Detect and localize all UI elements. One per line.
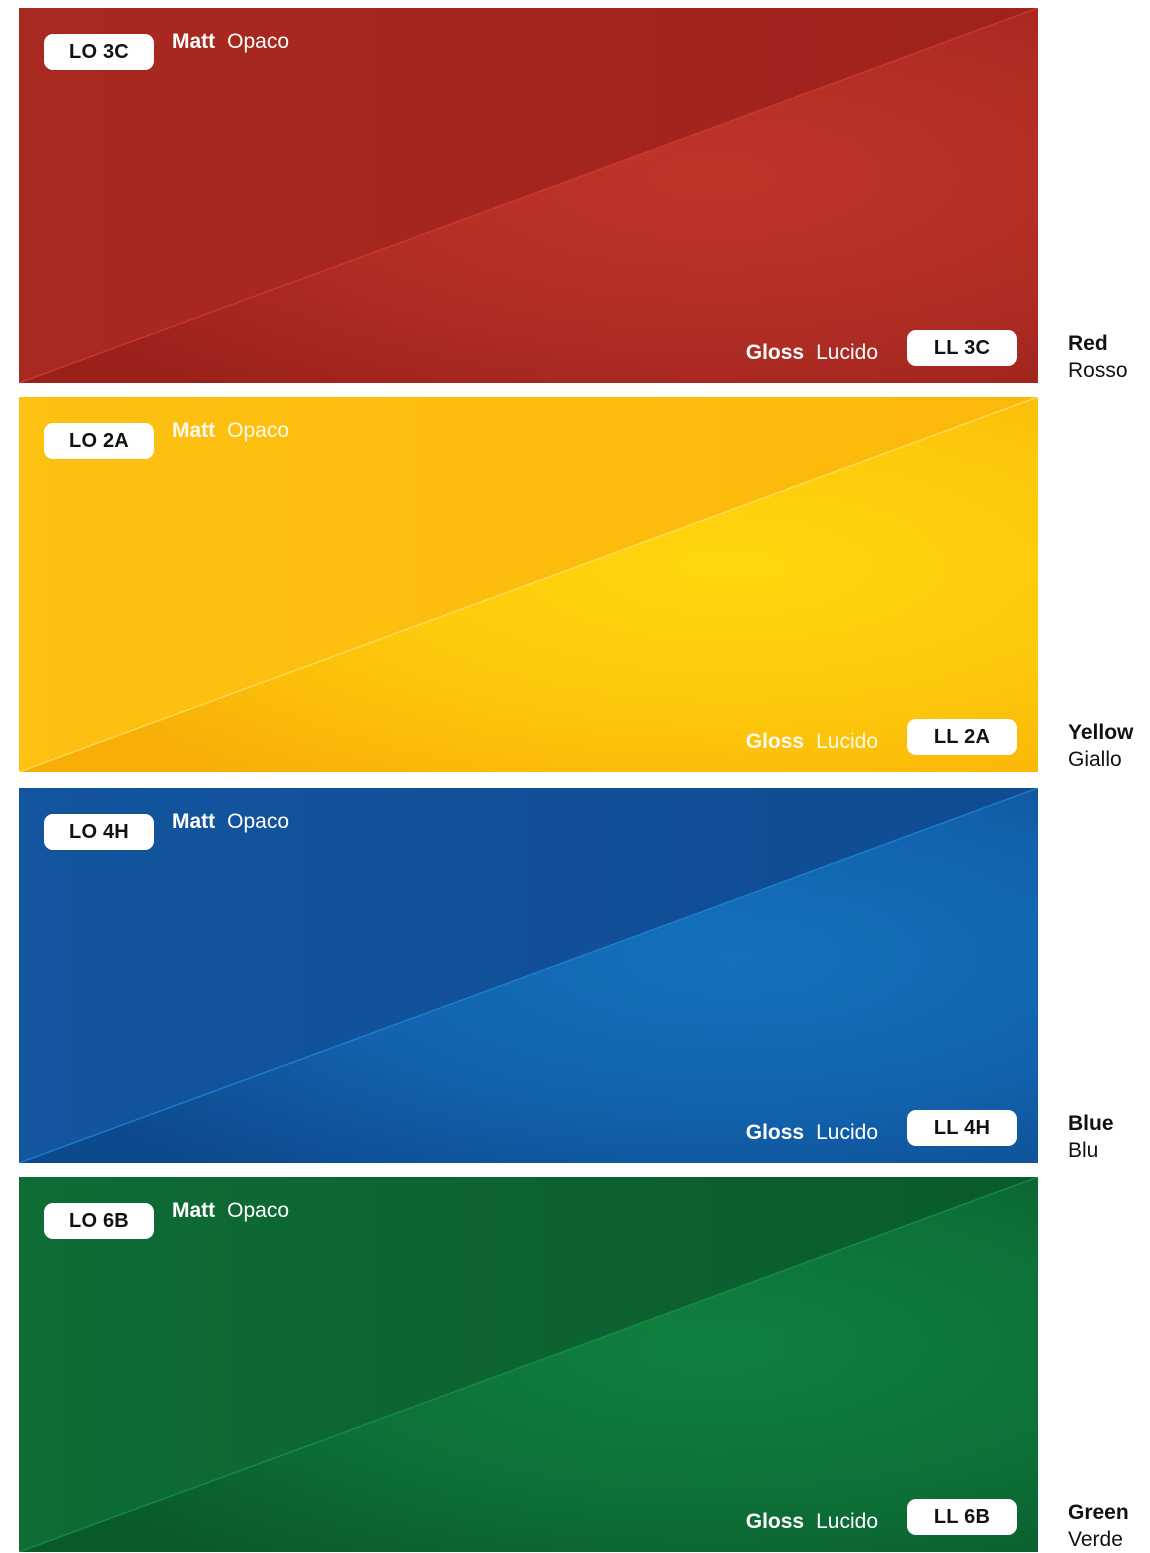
swatch-panel-blue: [19, 788, 1038, 1163]
color-name-it: Verde: [1068, 1528, 1123, 1551]
color-name-it: Giallo: [1068, 748, 1122, 771]
gloss-finish-label: Gloss Lucido: [746, 341, 878, 365]
gloss-label-en: Gloss: [745, 730, 805, 753]
color-swatch-red[interactable]: LO 3C Matt Opaco Gloss Lucido LL 3C: [19, 8, 1038, 383]
color-name-en: Red: [1068, 332, 1108, 355]
matt-label-it: Opaco: [227, 810, 290, 833]
color-name-it: Rosso: [1068, 359, 1128, 382]
swatch-panel-red: [19, 8, 1038, 383]
gloss-code-badge: LL 4H: [907, 1110, 1017, 1146]
gloss-finish-label: Gloss Lucido: [746, 730, 878, 754]
color-name-en: Yellow: [1068, 721, 1134, 744]
gloss-label-it: Lucido: [816, 341, 878, 364]
gloss-finish-label: Gloss Lucido: [746, 1510, 878, 1534]
gloss-code-badge: LL 3C: [907, 330, 1017, 366]
gloss-label-en: Gloss: [745, 341, 805, 364]
matt-label-it: Opaco: [227, 419, 290, 442]
gloss-label-it: Lucido: [816, 1510, 878, 1533]
gloss-label-en: Gloss: [745, 1121, 805, 1144]
gloss-label-en: Gloss: [745, 1510, 805, 1533]
matt-label-it: Opaco: [227, 30, 290, 53]
swatch-panel-green: [19, 1177, 1038, 1552]
matt-label-en: Matt: [172, 810, 216, 833]
matt-label-it: Opaco: [227, 1199, 290, 1222]
color-name-red: Red Rosso: [1068, 330, 1128, 384]
color-name-en: Blue: [1068, 1112, 1114, 1135]
gloss-code-badge: LL 6B: [907, 1499, 1017, 1535]
matt-finish-label: Matt Opaco: [172, 419, 289, 443]
matt-code-badge: LO 4H: [44, 814, 154, 850]
color-name-en: Green: [1068, 1501, 1129, 1524]
gloss-finish-label: Gloss Lucido: [746, 1121, 878, 1145]
matt-finish-label: Matt Opaco: [172, 810, 289, 834]
gloss-label-it: Lucido: [816, 730, 878, 753]
color-name-green: Green Verde: [1068, 1499, 1129, 1553]
matt-finish-label: Matt Opaco: [172, 1199, 289, 1223]
color-name-it: Blu: [1068, 1139, 1099, 1162]
matt-code-badge: LO 6B: [44, 1203, 154, 1239]
matt-finish-label: Matt Opaco: [172, 30, 289, 54]
gloss-code-badge: LL 2A: [907, 719, 1017, 755]
color-name-blue: Blue Blu: [1068, 1110, 1114, 1164]
color-swatch-blue[interactable]: LO 4H Matt Opaco Gloss Lucido LL 4H: [19, 788, 1038, 1163]
gloss-label-it: Lucido: [816, 1121, 878, 1144]
matt-code-badge: LO 3C: [44, 34, 154, 70]
matt-code-badge: LO 2A: [44, 423, 154, 459]
color-name-yellow: Yellow Giallo: [1068, 719, 1133, 773]
matt-label-en: Matt: [172, 30, 216, 53]
swatch-panel-yellow: [19, 397, 1038, 772]
color-swatch-yellow[interactable]: LO 2A Matt Opaco Gloss Lucido LL 2A: [19, 397, 1038, 772]
matt-label-en: Matt: [172, 419, 216, 442]
matt-label-en: Matt: [172, 1199, 216, 1222]
color-swatch-green[interactable]: LO 6B Matt Opaco Gloss Lucido LL 6B: [19, 1177, 1038, 1552]
